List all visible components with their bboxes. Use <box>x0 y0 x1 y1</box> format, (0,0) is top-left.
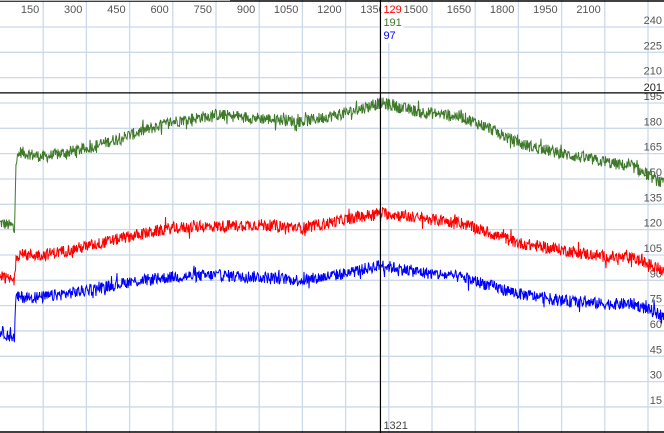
y-tick-label: 240 <box>644 15 662 27</box>
scrollbar-strip <box>0 0 230 1</box>
x-tick-label: 1050 <box>274 4 298 16</box>
crosshair-value-0: 129 <box>383 4 401 16</box>
x-tick-label: 1950 <box>533 4 557 16</box>
y-tick-label: 30 <box>650 370 662 382</box>
y-tick-label: 195 <box>644 91 662 103</box>
x-tick-label: 1200 <box>317 4 341 16</box>
x-tick-label: 300 <box>64 4 82 16</box>
x-tick-label: 600 <box>150 4 168 16</box>
y-tick-label: 60 <box>650 319 662 331</box>
y-tick-label: 210 <box>644 66 662 78</box>
series-line-blue <box>0 260 664 343</box>
x-tick-label: 450 <box>107 4 125 16</box>
y-tick-label: 135 <box>644 192 662 204</box>
y-tick-label: 15 <box>650 395 662 407</box>
y-tick-label: 105 <box>644 243 662 255</box>
x-tick-label: 1500 <box>404 4 428 16</box>
y-tick-label: 180 <box>644 116 662 128</box>
crosshair-value-1: 191 <box>383 17 401 29</box>
y-tick-label: 165 <box>644 142 662 154</box>
x-tick-label: 1650 <box>447 4 471 16</box>
x-tick-label: 1800 <box>490 4 514 16</box>
y-tick-label: 225 <box>644 40 662 52</box>
y-tick-label: 120 <box>644 218 662 230</box>
series-line-green <box>0 97 664 234</box>
y-tick-label: 45 <box>650 344 662 356</box>
crosshair-value-2: 97 <box>383 30 395 42</box>
crosshair-value-box <box>381 3 404 43</box>
x-tick-label: 150 <box>21 4 39 16</box>
crosshair-y-label-bg <box>638 81 664 92</box>
series-line-red <box>0 206 664 286</box>
x-tick-label: 900 <box>237 4 255 16</box>
crosshair-x-label: 1321 <box>383 420 407 432</box>
crosshair-y-label: 201 <box>644 82 662 94</box>
x-tick-label: 750 <box>194 4 212 16</box>
y-tick-label: 75 <box>650 294 662 306</box>
x-tick-label: 1350 <box>360 4 384 16</box>
x-tick-label: 2100 <box>576 4 600 16</box>
